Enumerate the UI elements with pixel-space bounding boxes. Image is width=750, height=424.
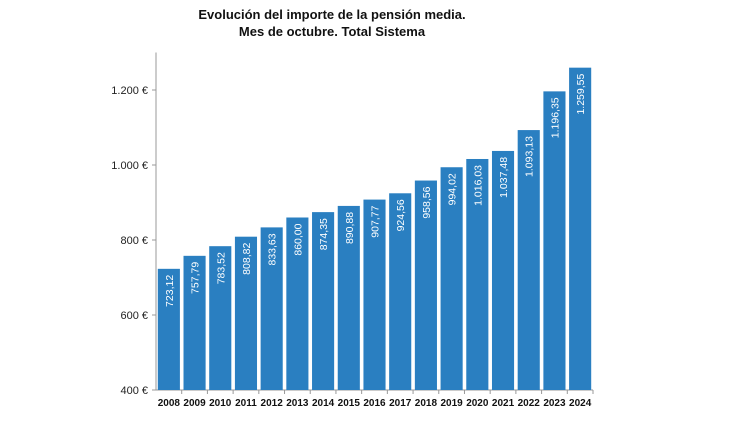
- y-tick-label: 1.000 €: [111, 160, 148, 172]
- bar-2021: [491, 150, 515, 390]
- x-tick-label: 2008: [158, 398, 181, 409]
- bar-2016: [363, 199, 386, 390]
- y-tick-label: 800 €: [120, 235, 148, 247]
- data-label: 860,00: [292, 223, 304, 255]
- data-label: 924,56: [395, 199, 407, 231]
- bar-2024: [569, 67, 592, 390]
- bar-2011: [234, 236, 258, 390]
- bar-2010: [209, 246, 232, 390]
- bar-2012: [260, 227, 283, 390]
- x-tick-label: 2019: [440, 398, 463, 409]
- bar-2022: [517, 130, 540, 391]
- x-tick-label: 2010: [209, 398, 232, 409]
- data-label: 1.037,48: [498, 157, 510, 198]
- x-tick-label: 2014: [312, 398, 335, 409]
- bar-2023: [543, 91, 566, 391]
- x-tick-label: 2020: [466, 398, 489, 409]
- bar-2014: [312, 212, 335, 390]
- data-label: 808,82: [241, 243, 253, 275]
- chart-title-line1: Evolución del importe de la pensión medi…: [198, 7, 466, 22]
- x-tick-label: 2012: [261, 398, 284, 409]
- x-tick-label: 2023: [543, 398, 566, 409]
- data-label: 723,12: [164, 275, 176, 307]
- data-label: 1.093,13: [524, 136, 536, 177]
- x-tick-label: 2009: [183, 398, 206, 409]
- x-tick-label: 2016: [363, 398, 386, 409]
- data-label: 1.196,35: [549, 97, 561, 138]
- chart-title-line2: Mes de octubre. Total Sistema: [238, 24, 426, 39]
- x-tick-label: 2011: [235, 398, 257, 409]
- bar-2019: [440, 167, 463, 390]
- data-label: 958,56: [421, 186, 433, 218]
- y-tick-label: 400 €: [120, 385, 148, 397]
- x-tick-label: 2015: [338, 398, 361, 409]
- data-label: 833,63: [267, 233, 279, 265]
- bar-2020: [466, 158, 489, 390]
- bar-2009: [183, 255, 206, 390]
- bar-2015: [337, 205, 360, 390]
- data-label: 994,02: [447, 173, 459, 205]
- data-label: 783,52: [215, 252, 227, 284]
- x-tick-label: 2024: [569, 398, 592, 409]
- data-label: 1.259,55: [575, 74, 587, 115]
- x-tick-label: 2021: [492, 398, 515, 409]
- data-label: 757,79: [190, 262, 202, 294]
- x-tick-label: 2022: [518, 398, 541, 409]
- y-tick-label: 1.200 €: [111, 85, 148, 97]
- data-label: 907,77: [370, 205, 382, 237]
- x-tick-label: 2018: [415, 398, 438, 409]
- y-tick-label: 600 €: [120, 310, 148, 322]
- data-label: 1.016,03: [472, 165, 484, 206]
- bar-2017: [389, 193, 412, 390]
- x-tick-label: 2017: [389, 398, 412, 409]
- data-label: 890,88: [344, 212, 356, 244]
- bar-2008: [157, 268, 180, 390]
- bar-2013: [286, 217, 309, 390]
- bar-2018: [414, 180, 437, 390]
- data-label: 874,35: [318, 218, 330, 250]
- x-tick-label: 2013: [286, 398, 309, 409]
